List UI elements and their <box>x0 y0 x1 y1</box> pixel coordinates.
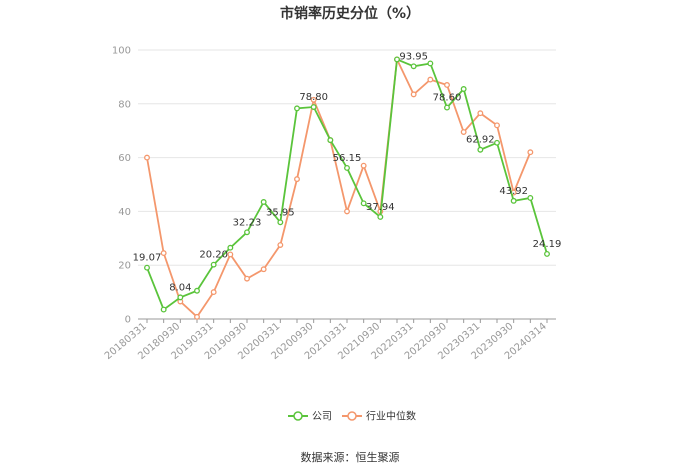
data-point-1-16 <box>410 91 417 98</box>
data-point-0-13 <box>360 200 367 207</box>
source-note: 数据来源：恒生聚源 <box>301 450 400 464</box>
data-point-0-1 <box>160 306 167 313</box>
data-point-0-4 <box>210 261 217 268</box>
data-label-20: 62.92 <box>466 135 495 146</box>
data-point-0-9 <box>294 105 300 112</box>
data-point-0-12 <box>344 165 350 171</box>
data-point-1-12 <box>344 208 350 215</box>
data-label-2: 8.04 <box>169 282 191 293</box>
data-label-10: 78.80 <box>299 92 328 103</box>
y-tick-label-20: 20 <box>118 261 131 272</box>
data-point-0-8 <box>277 219 284 226</box>
data-label-12: 56.15 <box>333 153 362 164</box>
data-labels: 19.07 8.04 20.20 32.23 35.95 78.80 56.15 37.94 9… <box>133 51 562 293</box>
data-point-0-14 <box>377 213 384 220</box>
data-label-18: 78.60 <box>433 93 462 104</box>
data-point-0-20 <box>477 146 484 153</box>
data-point-0-6 <box>244 229 250 236</box>
data-label-0: 19.07 <box>133 253 162 264</box>
data-point-1-18 <box>444 82 450 88</box>
data-point-1-1 <box>160 250 167 257</box>
series-line-1 <box>146 56 532 319</box>
data-point-0-21 <box>494 139 500 146</box>
data-label-16: 93.95 <box>399 51 428 62</box>
data-point-0-11 <box>327 137 334 144</box>
data-point-0-5 <box>227 244 234 251</box>
data-point-1-5 <box>227 251 234 258</box>
data-point-0-23 <box>527 194 534 201</box>
data-label-6: 32.23 <box>233 217 262 228</box>
legend-label-0: 公司 <box>312 412 332 423</box>
grid-lines <box>138 49 556 320</box>
legend-marker-0 <box>293 411 303 421</box>
data-point-0-15 <box>394 56 400 63</box>
data-label-8: 35.95 <box>266 207 295 218</box>
data-label-22: 43.92 <box>499 186 528 197</box>
legend-marker-1 <box>347 411 357 421</box>
data-point-1-17 <box>427 76 434 83</box>
data-point-1-13 <box>360 162 367 169</box>
data-point-0-22 <box>510 197 517 204</box>
legend[interactable]: 公司 行业中位数 <box>288 410 416 423</box>
data-point-0-19 <box>460 86 467 92</box>
data-point-1-8 <box>277 242 284 248</box>
legend-item-1[interactable]: 行业中位数 <box>342 410 416 423</box>
data-point-1-23 <box>527 149 534 156</box>
data-point-1-0 <box>144 154 150 161</box>
x-axis: 2018033120180930201903312019093020200331… <box>103 318 556 362</box>
series-line-0 <box>146 58 548 311</box>
legend-label-1: 行业中位数 <box>366 410 416 423</box>
y-tick-label-100: 100 <box>112 46 131 57</box>
data-point-0-24 <box>544 250 550 257</box>
data-point-0-16 <box>410 63 417 70</box>
y-axis: 0 20 40 60 80 100 <box>112 46 131 326</box>
data-point-1-10 <box>310 96 317 103</box>
data-point-1-20 <box>477 110 484 117</box>
legend-item-0[interactable]: 公司 <box>288 411 332 423</box>
data-label-4: 20.20 <box>199 250 228 261</box>
data-point-1-7 <box>260 266 267 273</box>
series-lines <box>144 56 550 320</box>
chart-title: 市销率历史分位（%） <box>280 5 420 22</box>
y-tick-label-80: 80 <box>118 99 131 110</box>
data-point-1-3 <box>194 313 200 320</box>
data-point-1-9 <box>294 176 300 183</box>
data-point-0-18 <box>444 104 450 111</box>
y-tick-label-40: 40 <box>118 207 131 218</box>
data-label-14: 37.94 <box>366 202 395 213</box>
y-tick-label-0: 0 <box>125 315 131 326</box>
data-point-0-10 <box>310 104 317 110</box>
data-point-0-2 <box>177 294 184 301</box>
data-point-1-6 <box>244 275 250 282</box>
data-point-1-4 <box>210 289 217 296</box>
data-point-1-19 <box>460 129 467 135</box>
data-label-24: 24.19 <box>533 239 562 250</box>
data-point-1-21 <box>494 122 500 129</box>
data-point-0-7 <box>260 199 267 205</box>
data-point-0-3 <box>194 287 200 294</box>
data-point-0-17 <box>427 60 434 67</box>
y-tick-label-60: 60 <box>118 153 131 164</box>
data-point-0-0 <box>144 264 150 271</box>
